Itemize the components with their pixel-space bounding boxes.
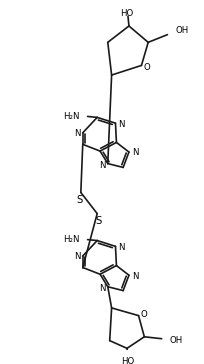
Text: N: N	[74, 252, 80, 261]
Text: N: N	[99, 161, 105, 170]
Text: S: S	[77, 195, 83, 205]
Text: O: O	[141, 310, 148, 319]
Text: HO: HO	[120, 9, 134, 18]
Text: HO: HO	[121, 357, 135, 364]
Text: OH: OH	[175, 26, 188, 35]
Text: N: N	[118, 120, 124, 128]
Text: OH: OH	[169, 336, 183, 345]
Text: H₂N: H₂N	[63, 112, 80, 121]
Text: N: N	[118, 243, 124, 252]
Text: N: N	[132, 149, 139, 158]
Text: O: O	[144, 63, 151, 72]
Text: N: N	[132, 272, 139, 281]
Text: H₂N: H₂N	[63, 235, 80, 244]
Text: N: N	[99, 284, 105, 293]
Text: S: S	[95, 216, 101, 226]
Text: N: N	[74, 129, 80, 138]
